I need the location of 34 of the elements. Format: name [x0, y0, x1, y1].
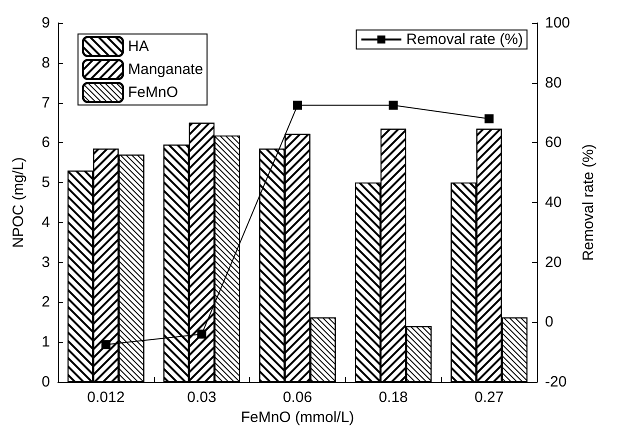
x-tick-label: 0.012: [87, 389, 125, 406]
legend-label: FeMnO: [128, 84, 178, 101]
x-tick-label: 0.06: [282, 389, 312, 406]
y-axis-title: NPOC (mg/L): [10, 157, 27, 248]
y-tick-label: 6: [42, 134, 50, 152]
y2-tick-label: 80: [545, 74, 562, 92]
y-tick-label: 9: [42, 14, 50, 32]
y-tick-label: 5: [42, 174, 50, 192]
y2-tick-label: 20: [545, 254, 562, 271]
y-tick-label: 2: [42, 294, 50, 311]
y-tick-label: 0: [42, 374, 50, 390]
point: [197, 330, 206, 339]
y2-tick-label: 60: [545, 134, 562, 152]
y-tick-label: 1: [42, 334, 50, 351]
x-tick-label: 0.18: [378, 389, 408, 406]
x-tick-label: 0.27: [474, 389, 504, 406]
legend-label: Manganate: [128, 61, 204, 78]
y2-axis-title: Removal rate (%): [580, 144, 597, 261]
legend-label: HA: [128, 38, 149, 55]
y2-tick-label: 40: [545, 194, 562, 211]
y2-tick-label: -20: [545, 374, 567, 390]
point: [388, 100, 398, 110]
legend-label: Removal rate (%): [406, 31, 524, 48]
y-tick-label: 7: [42, 94, 50, 112]
point: [101, 340, 110, 350]
x-tick-label: 0.03: [187, 389, 216, 406]
y-tick-label: 4: [42, 214, 50, 231]
y2-tick-label: 100: [545, 14, 570, 32]
y-tick-label: 3: [42, 254, 50, 271]
y2-tick-label: 0: [545, 314, 554, 331]
x-axis-title: FeMnO (mmol/L): [240, 409, 354, 426]
y-tick-label: 8: [42, 54, 50, 72]
point: [293, 100, 302, 110]
point: [484, 114, 494, 124]
